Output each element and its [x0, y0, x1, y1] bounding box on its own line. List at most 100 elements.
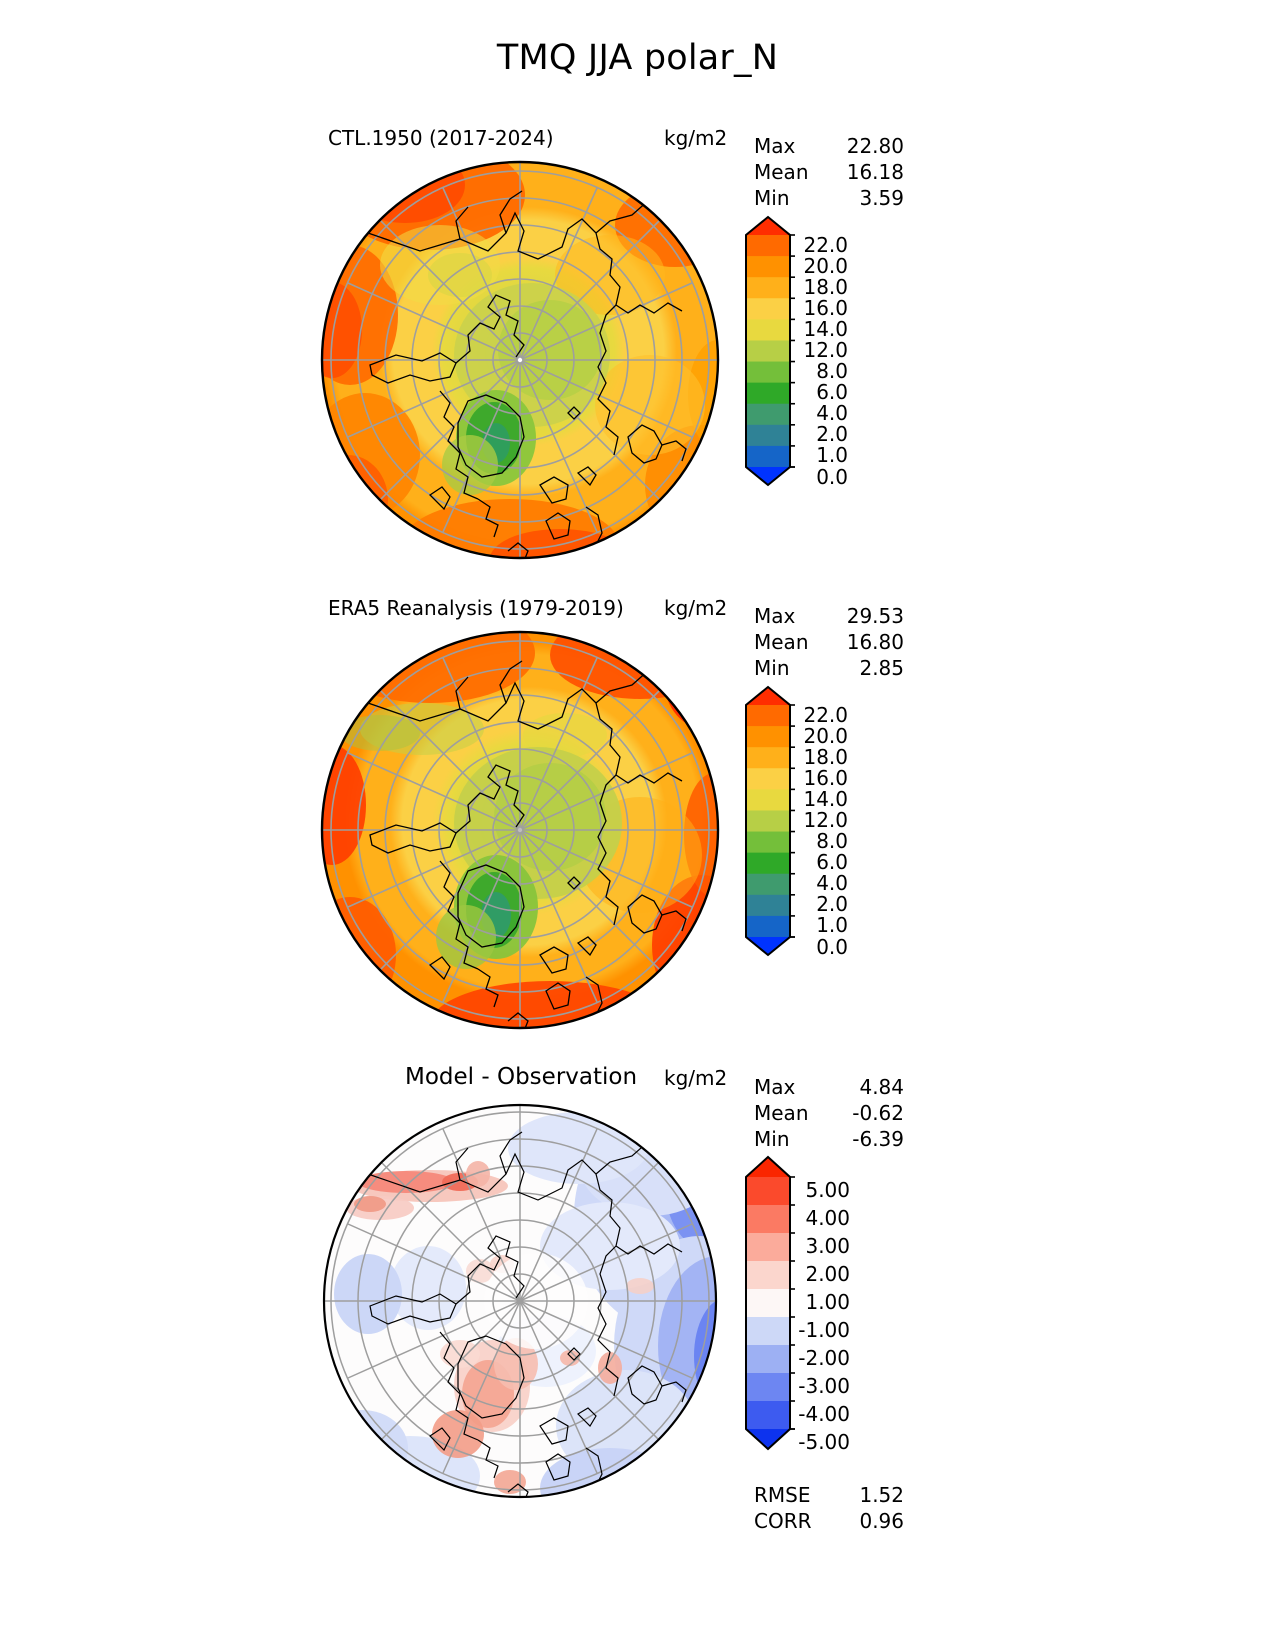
colorbar-swatch — [746, 361, 790, 384]
colorbar-swatch — [746, 340, 790, 363]
colorbar-swatch — [746, 424, 790, 447]
panel-diff-title: Model - Observation — [405, 1064, 638, 1090]
rmse-label: RMSE — [754, 1483, 811, 1507]
corr-label: CORR — [754, 1509, 812, 1533]
pole-marker-era5 — [517, 827, 523, 833]
colorbar-swatch — [746, 277, 790, 299]
colorbar-tick-label: 22.0 — [803, 702, 848, 727]
colorbar-tick-label: 12.0 — [803, 808, 848, 832]
colorbar-arrow-bottom — [746, 467, 790, 485]
colorbar-swatch — [746, 789, 790, 812]
coastlines-era5 — [367, 660, 689, 1028]
colorbar-tick-label: 4.00 — [805, 1206, 850, 1230]
colorbar-tick-label: 2.00 — [805, 1262, 850, 1286]
colorbar-tick-label: -3.00 — [798, 1374, 850, 1398]
colorbar-swatch — [746, 894, 790, 917]
colorbar-tick-label: 18.0 — [803, 274, 848, 299]
colorbar-swatch — [746, 1289, 790, 1318]
colorbar-tick-label: 18.0 — [803, 744, 848, 769]
polar-map-era5 — [310, 625, 730, 1035]
stat-label: Mean — [754, 630, 809, 654]
panel-ctl-units: kg/m2 — [664, 126, 728, 150]
colorbar-tick-label: 16.0 — [803, 765, 848, 790]
colorbar-tick-label: 2.0 — [816, 892, 848, 917]
colorbar-swatch — [746, 1345, 790, 1374]
colorbar-diff-svg — [745, 1155, 795, 1451]
colorbar-swatch — [746, 1177, 790, 1206]
colorbar-tick-label: 14.0 — [803, 316, 848, 341]
colorbar-tick-label: 2.0 — [816, 422, 848, 447]
coastlines-ctl — [367, 190, 689, 558]
colorbar-tick-label: 4.0 — [816, 871, 848, 896]
colorbar-swatch — [746, 382, 790, 405]
stat-label: Max — [754, 1075, 796, 1099]
colorbar-tick-label: -4.00 — [798, 1402, 850, 1426]
colorbar-swatch — [746, 256, 790, 278]
polar-map-diff — [310, 1096, 730, 1506]
colorbar-arrow-bottom — [746, 937, 790, 955]
pole-marker-ctl — [517, 357, 523, 363]
colorbar-swatch — [746, 1261, 790, 1290]
colorbar-arrow-bottom — [746, 1429, 790, 1449]
stat-label: Max — [754, 604, 796, 628]
panel-ctl-title: CTL.1950 (2017-2024) — [328, 126, 554, 150]
colorbar-swatch — [746, 873, 790, 896]
colorbar-era5-labels: 22.0 20.0 18.0 16.0 14.0 12.0 8.0 6.0 4.0 2.0 1.0 0… — [700, 685, 848, 959]
colorbar-tick-label: -2.00 — [798, 1346, 850, 1370]
polar-map-era5-svg — [320, 630, 720, 1030]
colorbar-swatch — [746, 915, 790, 938]
colorbar-swatch — [746, 1373, 790, 1402]
colorbar-tick-label: 22.0 — [803, 232, 848, 257]
colorbar-tick-label: -5.00 — [798, 1430, 850, 1454]
stat-label: Min — [754, 656, 790, 680]
stat-label: Min — [754, 1127, 790, 1151]
colorbar-ctl — [742, 215, 808, 487]
stat-label: Mean — [754, 1101, 809, 1125]
colorbar-swatch — [746, 1317, 790, 1346]
colorbar-tick-label: 4.0 — [816, 401, 848, 426]
colorbar-tick-label: 1.0 — [816, 913, 848, 938]
colorbar-ctl-svg — [745, 215, 795, 487]
colorbar-era5-svg — [745, 685, 795, 957]
colorbar-tick-label: 3.00 — [805, 1234, 850, 1258]
map-outline-diff — [322, 1103, 718, 1499]
colorbar-tick-label: -1.00 — [798, 1318, 850, 1342]
colorbar-swatch — [746, 747, 790, 769]
stat-label: Max — [754, 134, 796, 158]
colorbar-tick-label: 5.00 — [805, 1178, 850, 1202]
stat-label: Min — [754, 186, 790, 210]
colorbar-arrow-top — [746, 217, 790, 235]
colorbar-swatch — [746, 298, 790, 320]
colorbar-tick-label: 14.0 — [803, 786, 848, 811]
colorbar-tick-label: 0.0 — [816, 464, 848, 489]
colorbar-swatch — [746, 319, 790, 342]
colorbar-swatch — [746, 1205, 790, 1234]
colorbar-swatch — [746, 235, 790, 257]
colorbar-tick-label: 1.0 — [816, 443, 848, 468]
colorbar-swatch — [746, 726, 790, 748]
map-outline-era5 — [320, 630, 720, 1030]
graticule-diff — [324, 1105, 716, 1497]
colorbar-tick-label: 20.0 — [803, 723, 848, 748]
colorbar-swatch — [746, 705, 790, 727]
colorbar-swatch — [746, 852, 790, 875]
panel-era5-units: kg/m2 — [664, 596, 728, 620]
colorbar-arrow-top — [746, 1157, 790, 1177]
colorbar-tick-label: 6.0 — [816, 380, 848, 405]
colorbar-swatch — [746, 1233, 790, 1262]
colorbar-diff — [742, 1155, 808, 1451]
graticule-ctl — [322, 162, 718, 558]
colorbar-tick-label: 20.0 — [803, 253, 848, 278]
figure-title: TMQ JJA polar_N — [496, 38, 779, 78]
colorbar-tick-label: 1.00 — [805, 1290, 850, 1314]
colorbar-swatch — [746, 768, 790, 790]
colorbar-swatch — [746, 403, 790, 426]
colorbar-tick-label: 16.0 — [803, 295, 848, 320]
colorbar-tick-label: 6.0 — [816, 850, 848, 875]
colorbar-ctl-labels: 22.0 20.0 18.0 16.0 14.0 12.0 8.0 6.0 4.0 2.0 1.0 0… — [700, 215, 848, 489]
colorbar-tick-label: 8.0 — [816, 359, 848, 384]
colorbar-tick-label: 8.0 — [816, 829, 848, 854]
polar-map-ctl — [310, 155, 730, 565]
colorbar-arrow-top — [746, 687, 790, 705]
